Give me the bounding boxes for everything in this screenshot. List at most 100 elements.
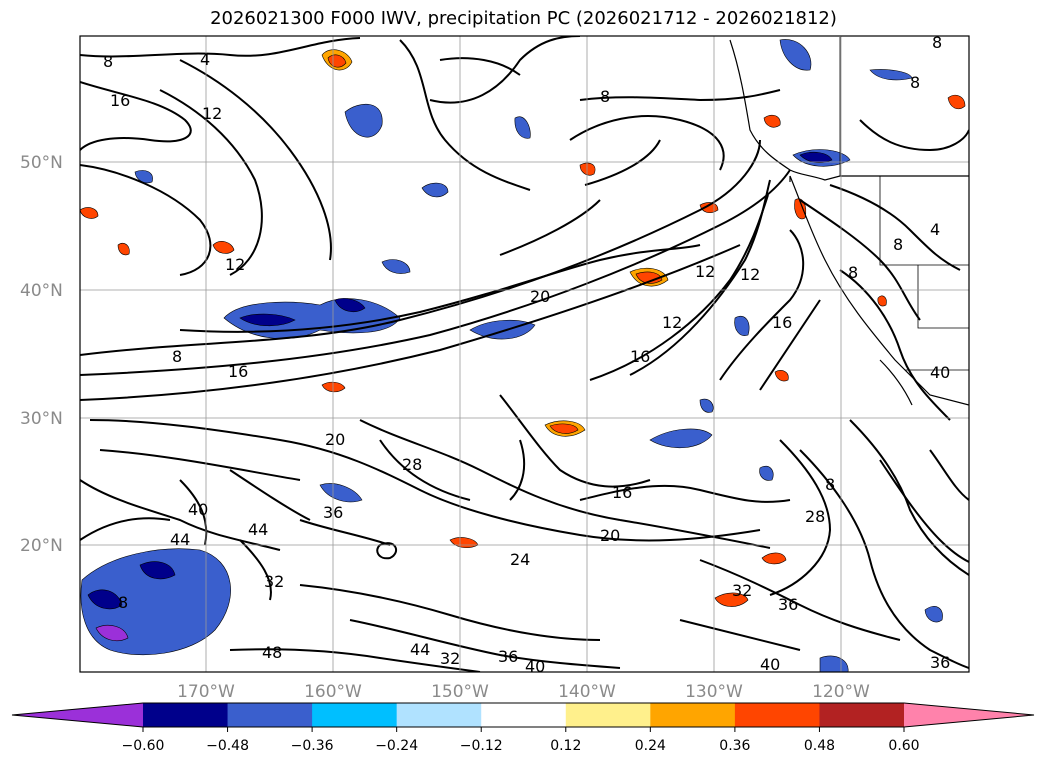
iwv-contour bbox=[239, 539, 272, 601]
iwv-contour bbox=[499, 394, 651, 488]
contour-label: 20 bbox=[530, 287, 550, 306]
iwv-contour bbox=[80, 81, 192, 151]
iwv-contour bbox=[769, 439, 832, 596]
contour-label: 12 bbox=[202, 104, 222, 123]
contour-label: 24 bbox=[510, 550, 530, 569]
contour-label: 8 bbox=[118, 593, 128, 612]
iwv-contour bbox=[569, 115, 725, 171]
colorbar-tick-label: 0.36 bbox=[719, 738, 750, 754]
precip-blob bbox=[699, 202, 719, 214]
contour-label: 16 bbox=[612, 483, 632, 502]
border bbox=[879, 176, 969, 266]
colorbar-tick-label: −0.12 bbox=[460, 738, 503, 754]
iwv-contour bbox=[929, 449, 969, 501]
precip-blob bbox=[514, 116, 531, 139]
border bbox=[917, 265, 969, 329]
colorbar-tick-label: −0.24 bbox=[375, 738, 418, 754]
contour-label: 36 bbox=[778, 595, 798, 614]
contour-label: 32 bbox=[440, 649, 460, 668]
precipitation-field bbox=[80, 39, 966, 672]
precip-blob bbox=[95, 625, 129, 641]
precip-blob bbox=[947, 94, 966, 110]
precip-blob bbox=[469, 319, 536, 340]
map-title: 2026021300 F000 IWV, precipitation PC (2… bbox=[210, 8, 837, 29]
iwv-contour bbox=[589, 194, 769, 381]
precip-blob bbox=[635, 271, 663, 284]
iwv-contour bbox=[829, 184, 961, 271]
precip-blob bbox=[699, 398, 714, 413]
iwv-contour bbox=[80, 164, 212, 276]
iwv-contour bbox=[859, 119, 969, 152]
iwv-contour bbox=[759, 299, 821, 391]
contour-label: 44 bbox=[410, 640, 430, 659]
precip-blob bbox=[239, 313, 296, 327]
colorbar-tick-label: 0.60 bbox=[888, 738, 919, 754]
colorbar bbox=[11, 702, 1035, 728]
iwv-contour bbox=[179, 244, 701, 333]
precip-blob bbox=[139, 561, 176, 580]
precip-blob bbox=[579, 162, 596, 176]
lon-tick-label: 170°W bbox=[177, 682, 235, 702]
contour-label: 12 bbox=[695, 262, 715, 281]
iwv-contour bbox=[379, 439, 471, 501]
contour-label: 8 bbox=[848, 263, 858, 282]
iwv-contour bbox=[719, 229, 805, 381]
lon-tick-label: 160°W bbox=[304, 682, 362, 702]
contour-label: 36 bbox=[930, 653, 950, 672]
colorbar-segment bbox=[396, 703, 482, 727]
contour-labels: 8 4 16 12 8 8 8 12 4 8 8 12 12 20 12 16 … bbox=[103, 36, 950, 676]
contour-label: 8 bbox=[893, 235, 903, 254]
iwv-contour bbox=[80, 37, 361, 58]
colorbar-segment bbox=[734, 703, 820, 727]
precip-blob bbox=[761, 552, 787, 565]
colorbar-segment bbox=[565, 703, 651, 727]
precip-blob bbox=[734, 315, 750, 336]
precip-blob bbox=[327, 54, 347, 68]
precip-blob bbox=[117, 242, 130, 256]
colorbar-segment bbox=[650, 703, 736, 727]
precip-blob bbox=[134, 170, 153, 184]
iwv-contour bbox=[509, 439, 526, 501]
colorbar-segment bbox=[143, 703, 229, 727]
iwv-contour bbox=[229, 648, 481, 672]
colorbar-segment bbox=[819, 703, 905, 727]
colorbar-tick-label: 0.24 bbox=[635, 738, 666, 754]
contour-label: 40 bbox=[188, 500, 208, 519]
colorbar-extend-low bbox=[12, 703, 143, 727]
contour-label: 12 bbox=[225, 255, 245, 274]
iwv-contour bbox=[879, 459, 969, 563]
iwv-contour bbox=[429, 36, 581, 104]
iwv-contour bbox=[679, 619, 801, 651]
coastline bbox=[879, 359, 913, 406]
colorbar-tick-label: 0.48 bbox=[804, 738, 835, 754]
contour-label: 40 bbox=[525, 657, 545, 676]
contour-label: 8 bbox=[172, 347, 182, 366]
contour-label: 32 bbox=[732, 581, 752, 600]
iwv-contour bbox=[359, 419, 621, 521]
contour-label: 36 bbox=[498, 647, 518, 666]
contour-label: 28 bbox=[805, 507, 825, 526]
lat-tick-labels: 50°N 40°N 30°N 20°N bbox=[20, 153, 63, 556]
coastline bbox=[789, 175, 969, 406]
precip-blob bbox=[774, 370, 789, 382]
lat-tick-label: 30°N bbox=[20, 409, 63, 429]
precip-blob bbox=[779, 39, 812, 71]
iwv-contour bbox=[399, 39, 531, 191]
colorbar-segment bbox=[312, 703, 398, 727]
iwv-contour bbox=[699, 559, 901, 641]
precip-blob bbox=[759, 465, 774, 481]
contour-label: 44 bbox=[170, 530, 190, 549]
precip-blob bbox=[924, 606, 943, 623]
contour-label: 8 bbox=[825, 475, 835, 494]
colorbar-tick-label: −0.48 bbox=[206, 738, 249, 754]
iwv-contour bbox=[499, 199, 601, 256]
map-plot-area: 8 4 16 12 8 8 8 12 4 8 8 12 12 20 12 16 … bbox=[80, 36, 969, 676]
precip-blob bbox=[877, 295, 887, 307]
precip-blob bbox=[381, 259, 411, 274]
lon-tick-label: 130°W bbox=[685, 682, 743, 702]
iwv-contours bbox=[80, 36, 969, 672]
contour-label: 48 bbox=[262, 643, 282, 662]
map-frame bbox=[79, 35, 970, 673]
iwv-contour bbox=[80, 479, 281, 551]
